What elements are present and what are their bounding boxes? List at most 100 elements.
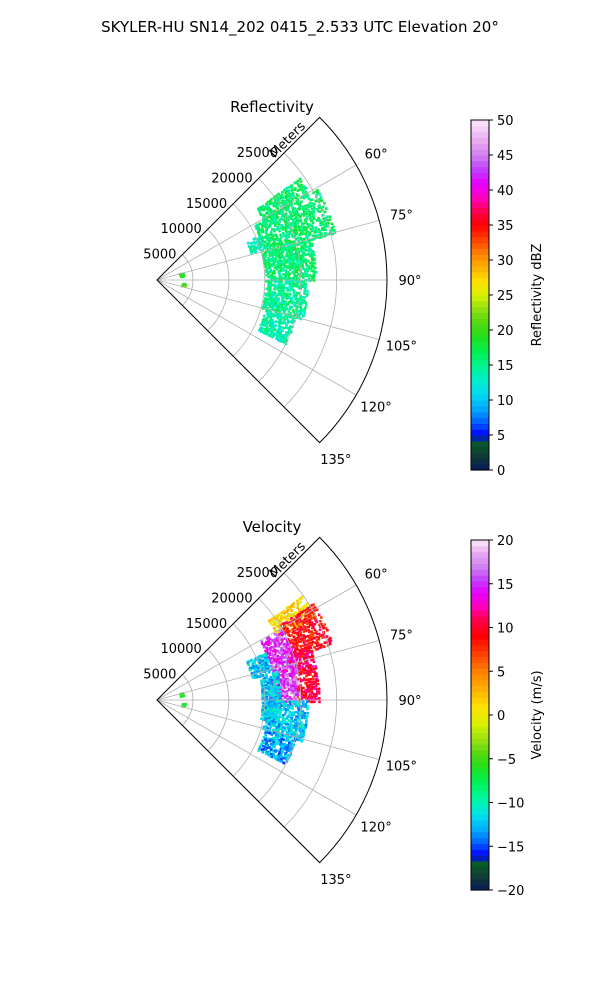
echo-cell (302, 662, 305, 666)
echo-cell (310, 617, 313, 620)
echo-region (261, 280, 309, 321)
echo-cell (273, 313, 276, 316)
echo-cell (309, 638, 312, 641)
echo-cell (315, 690, 319, 693)
echo-cell (267, 643, 270, 646)
echo-cell (272, 332, 275, 335)
echo-cell (270, 198, 273, 201)
echo-cell (322, 226, 326, 229)
colorbar-swatch (471, 878, 489, 885)
echo-cell (302, 196, 306, 200)
echo-cell (305, 674, 308, 678)
echo-cell (265, 273, 268, 277)
echo-cell (297, 277, 300, 280)
echo-cell (293, 207, 297, 210)
echo-cell (279, 196, 283, 200)
echo-cell (287, 685, 290, 689)
echo-cell (296, 612, 299, 615)
echo-cell (287, 223, 291, 227)
echo-cell (272, 716, 275, 720)
echo-cell (286, 186, 289, 190)
echo-cell (322, 645, 326, 648)
echo-cell (272, 753, 275, 757)
echo-cell (283, 742, 286, 746)
echo-cell (296, 217, 299, 221)
echo-cell (281, 322, 284, 325)
echo-cell (265, 721, 268, 724)
echo-cell (308, 613, 312, 616)
echo-cell (266, 716, 270, 719)
colorbar-swatch (471, 446, 489, 454)
echo-cell (308, 645, 311, 649)
echo-cell (273, 711, 276, 714)
echo-cell (284, 314, 287, 317)
sector-outline (156, 116, 388, 444)
echo-cell (294, 642, 297, 646)
echo-cell (266, 311, 270, 315)
echo-cell (286, 650, 289, 654)
echo-cell (290, 728, 293, 731)
echo-cell (268, 266, 272, 270)
echo-cell (299, 615, 302, 618)
echo-cell (288, 249, 291, 253)
echo-cell (319, 223, 322, 227)
echo-cell (271, 712, 275, 716)
echo-cell (307, 225, 310, 229)
colorbar-swatch (471, 236, 489, 244)
echo-cell (310, 670, 314, 673)
echo-cell (280, 736, 284, 739)
echo-cell (295, 641, 299, 645)
echo-cell (274, 690, 277, 693)
echo-cell (265, 646, 269, 650)
echo-cell (288, 296, 291, 300)
echo-cell (275, 254, 278, 258)
echo-cell (285, 731, 289, 734)
echo-cell (294, 637, 297, 641)
echo-cell (280, 708, 283, 711)
colorbar-swatch (471, 230, 489, 238)
echo-cell (286, 609, 290, 612)
echo-cell (327, 638, 331, 641)
echo-cell (287, 715, 291, 718)
echo-cell (285, 606, 289, 610)
echo-cell (290, 321, 294, 324)
echo-cell (280, 652, 284, 656)
echo-cell (278, 759, 282, 763)
echo-cell (321, 205, 325, 209)
echo-cell (306, 267, 309, 271)
echo-cell (318, 697, 321, 700)
echo-cell (295, 250, 298, 253)
echo-cell (276, 756, 279, 759)
echo-cell (290, 638, 294, 642)
echo-cell (299, 709, 303, 713)
echo-cell (285, 660, 288, 663)
echo-cell (299, 637, 302, 641)
echo-cell (294, 689, 297, 692)
echo-cell (315, 639, 319, 642)
echo-cell (289, 624, 292, 627)
echo-cell (279, 662, 282, 665)
echo-cell (287, 618, 291, 621)
echo-cell (276, 303, 279, 307)
echo-cell (290, 229, 293, 233)
echo-cell (271, 745, 275, 748)
azimuth-tick-label: 120° (360, 821, 391, 836)
echo-cell (267, 640, 270, 644)
echo-cell (291, 325, 294, 328)
echo-cell (311, 692, 314, 696)
echo-cell (292, 228, 295, 232)
echo-field (179, 595, 333, 765)
echo-cell (271, 672, 275, 675)
echo-cell (304, 688, 307, 692)
echo-cell (321, 227, 324, 230)
echo-cell (289, 657, 292, 660)
echo-cell (314, 615, 317, 619)
echo-cell (296, 247, 300, 251)
echo-cell (300, 272, 303, 275)
echo-cell (278, 626, 281, 629)
colorbar-swatch (471, 347, 489, 354)
echo-cell (270, 747, 273, 750)
echo-cell (310, 611, 313, 614)
echo-cell (311, 259, 314, 262)
echo-cell (301, 648, 305, 651)
